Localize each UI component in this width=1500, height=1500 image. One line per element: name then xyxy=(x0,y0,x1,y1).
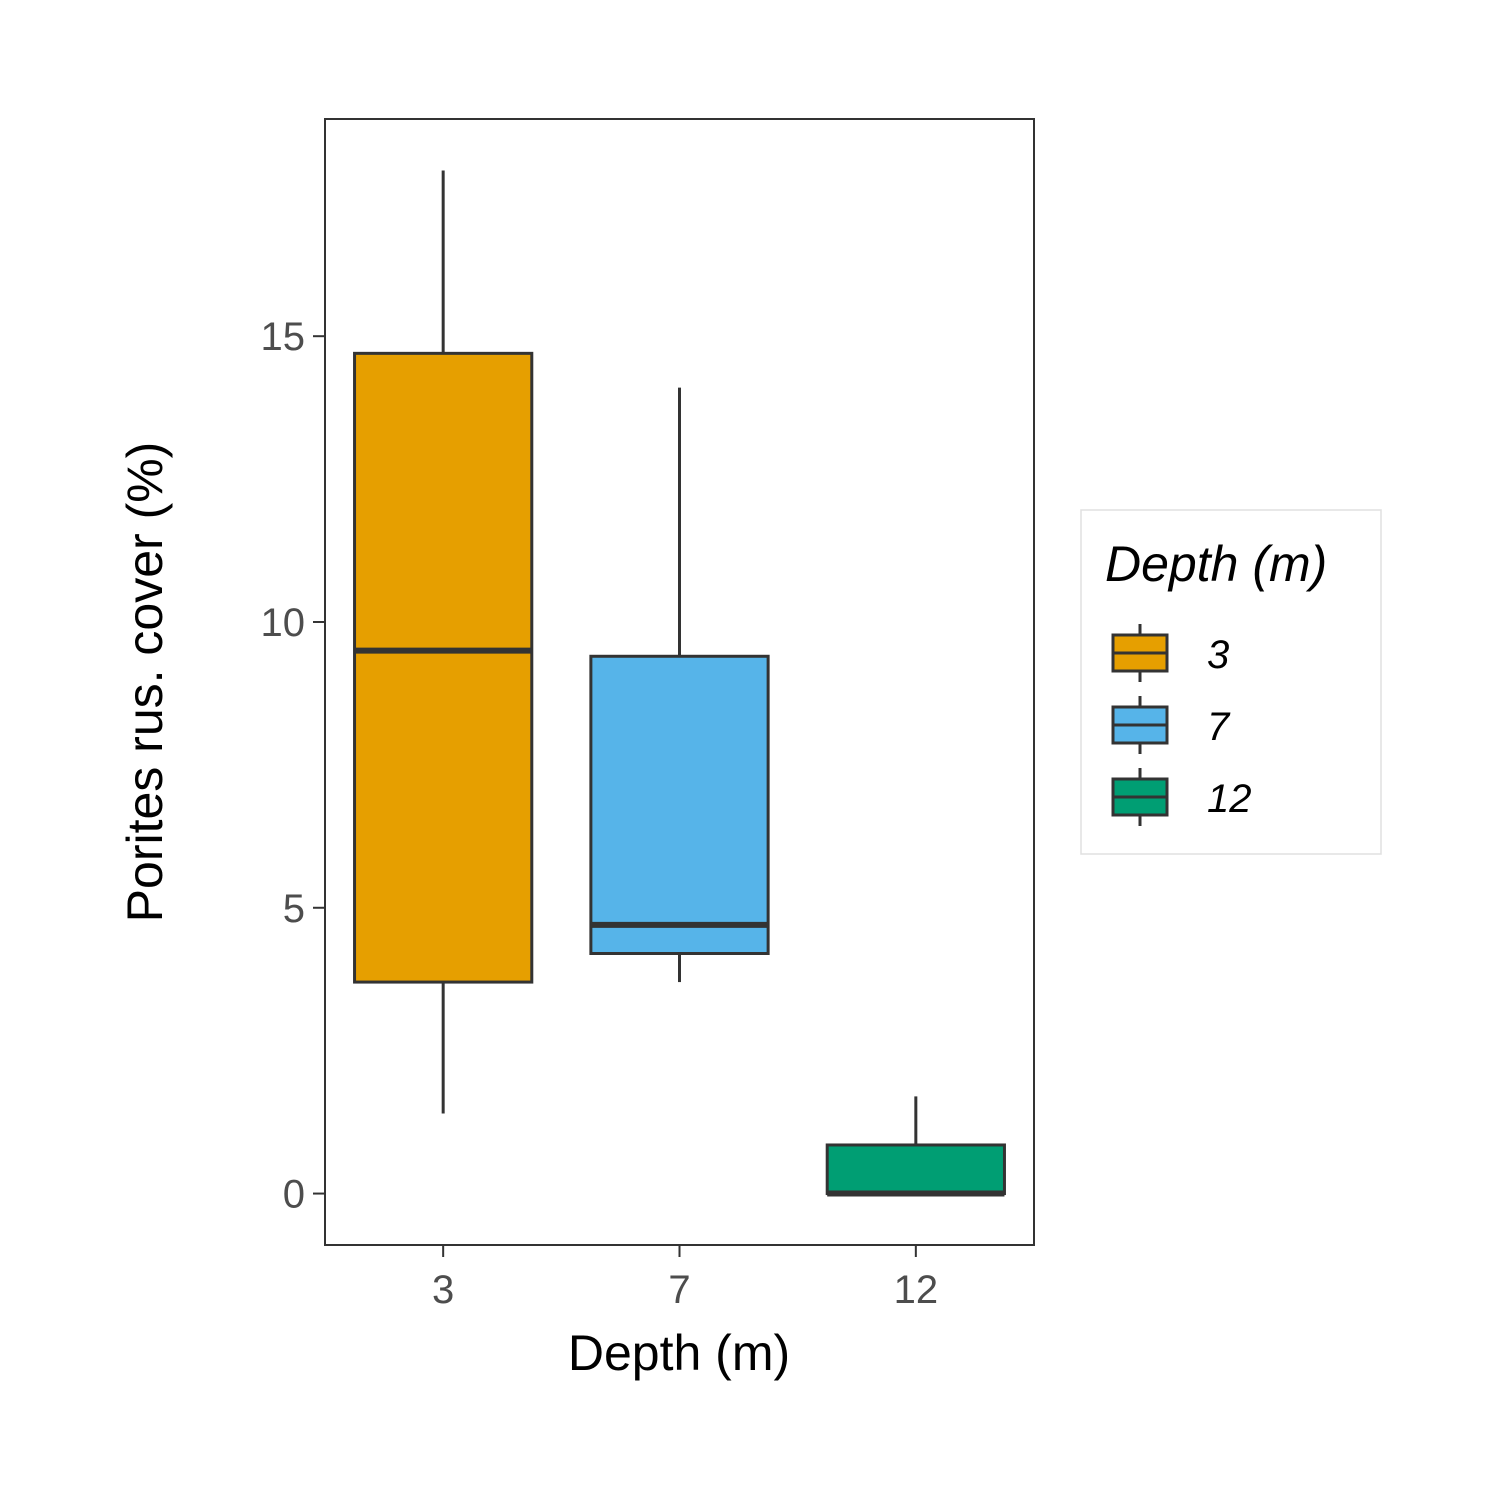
y-axis-title: Porites rus. cover (%) xyxy=(117,442,173,923)
box-body xyxy=(825,1143,1006,1196)
box-3 xyxy=(353,170,534,1114)
box-7 xyxy=(589,387,770,983)
legend-label: 7 xyxy=(1207,705,1231,749)
legend-label: 12 xyxy=(1207,777,1252,821)
plot-area xyxy=(353,170,1006,1197)
legend-item-12: 12 xyxy=(1111,768,1252,826)
x-tick-label: 3 xyxy=(432,1268,454,1312)
legend-item-7: 7 xyxy=(1111,696,1231,754)
x-axis-title: Depth (m) xyxy=(568,1325,790,1381)
box-12 xyxy=(825,1096,1006,1197)
box-body xyxy=(589,654,770,955)
legend-label: 3 xyxy=(1207,633,1229,677)
y-tick-label: 10 xyxy=(261,601,306,645)
legend-title: Depth (m) xyxy=(1105,536,1327,592)
box-body xyxy=(353,351,534,984)
legend: Depth (m) 3 7 12 xyxy=(1080,509,1382,855)
y-tick-label: 0 xyxy=(283,1173,305,1217)
y-tick-label: 15 xyxy=(261,315,306,359)
x-tick-label: 7 xyxy=(668,1268,690,1312)
axes: 0 5 10 15 3 7 12 xyxy=(261,118,1035,1312)
legend-item-3: 3 xyxy=(1111,624,1229,682)
y-tick-label: 5 xyxy=(283,887,305,931)
x-tick-label: 12 xyxy=(894,1268,939,1312)
